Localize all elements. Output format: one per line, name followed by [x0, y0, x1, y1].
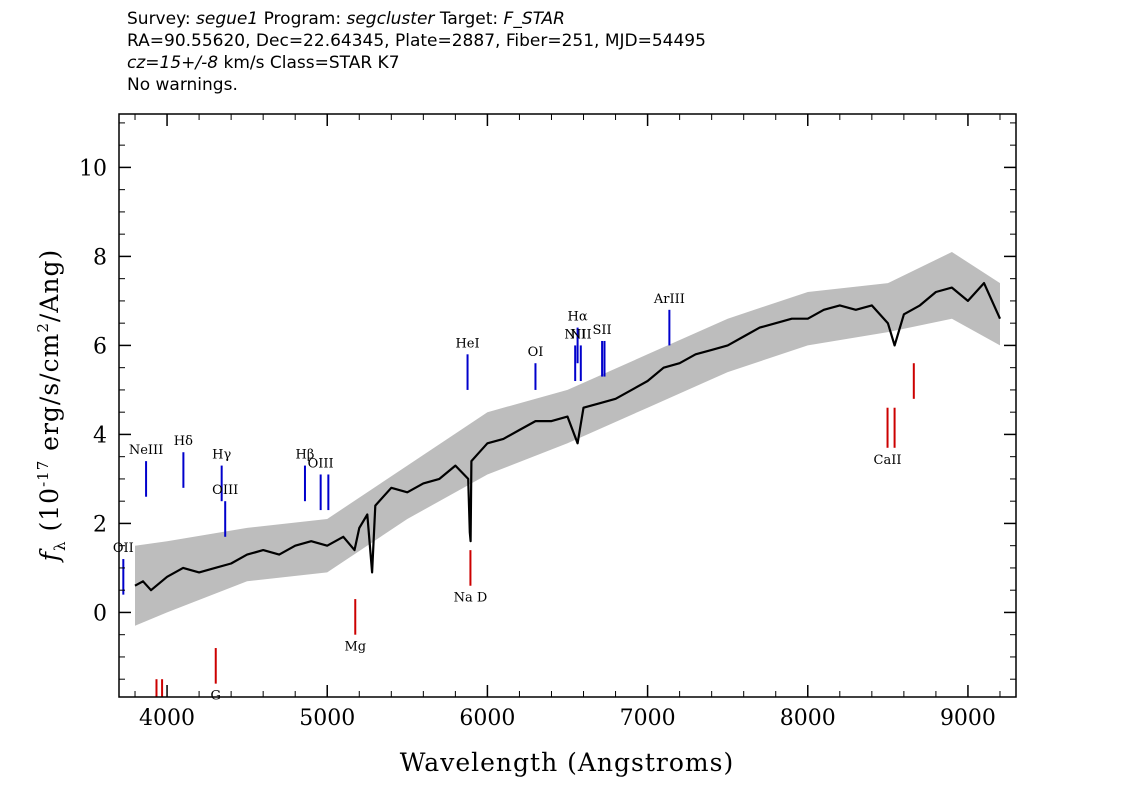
- y-axis-symbol: f: [35, 548, 64, 563]
- y-axis-exponent: -17: [34, 460, 52, 487]
- program-label: Program:: [263, 9, 342, 29]
- header-line-warnings: No warnings.: [127, 75, 238, 95]
- emission-line-label: OI: [528, 345, 544, 360]
- redshift-value: cz=15+/-8: [127, 53, 219, 73]
- absorption-line-label: Mg: [344, 640, 366, 655]
- y-tick-label: 6: [93, 334, 107, 359]
- x-tick-label: 9000: [940, 706, 996, 731]
- survey-label: Survey:: [127, 9, 191, 29]
- emission-line-label: Hβ: [296, 448, 315, 463]
- y-tick-label: 4: [93, 423, 107, 448]
- x-tick-label: 4000: [139, 706, 195, 731]
- y-axis-exponent-2: 2: [34, 322, 52, 333]
- y-axis-unit-a: (10: [35, 487, 64, 541]
- emission-line-label: OII: [113, 541, 134, 556]
- emission-line-label: ArIII: [653, 292, 685, 307]
- error-band: [135, 252, 1000, 626]
- target-value: F_STAR: [503, 9, 565, 29]
- x-tick-label: 7000: [620, 706, 676, 731]
- target-label: Target:: [439, 9, 499, 29]
- header-line-coordinates: RA=90.55620, Dec=22.64345, Plate=2887, F…: [127, 31, 706, 51]
- flux-layer: [134, 282, 1002, 592]
- header-line-redshift: cz=15+/-8 km/s Class=STAR K7: [127, 52, 706, 74]
- x-axis-label: Wavelength (Angstroms): [400, 748, 734, 777]
- y-axis-unit-b: erg/s/cm: [35, 333, 64, 460]
- program-value: segcluster: [346, 9, 435, 29]
- emission-line-label: Hγ: [212, 448, 231, 463]
- error-band-layer: [135, 252, 1000, 626]
- x-tick-label: 5000: [299, 706, 355, 731]
- x-tick-label: 8000: [780, 706, 836, 731]
- emission-line-label: HeI: [455, 336, 479, 351]
- emission-line-label: OIII: [212, 483, 238, 498]
- header-line-survey: Survey: segue1 Program: segcluster Targe…: [127, 8, 706, 30]
- axis-ticks-layer: 4000 5000 6000 7000 8000 9000 0 2 4 6 8 10: [79, 114, 1016, 731]
- x-tick-label: 6000: [459, 706, 515, 731]
- y-axis-label: fλ (10-17 erg/s/cm2/Ang): [34, 249, 69, 563]
- y-tick-label: 2: [93, 512, 107, 537]
- flux-line: [134, 282, 1002, 592]
- plot-frame: [118, 113, 1017, 698]
- emission-line-label: Hα: [568, 310, 588, 325]
- emission-line-label: NII: [570, 327, 592, 342]
- y-axis-subscript: λ: [51, 540, 69, 551]
- spectrum-header: Survey: segue1 Program: segcluster Targe…: [127, 8, 706, 96]
- y-axis-unit-c: /Ang): [35, 249, 64, 322]
- emission-line-label: SII: [593, 323, 612, 338]
- y-tick-label: 0: [93, 601, 107, 626]
- class-value: km/s Class=STAR K7: [223, 53, 400, 73]
- y-tick-label: 10: [79, 156, 107, 181]
- emission-line-label: OIII: [308, 456, 334, 471]
- absorption-line-label: Na D: [454, 591, 488, 606]
- survey-value: segue1: [196, 9, 259, 29]
- y-tick-label: 8: [93, 245, 107, 270]
- emission-line-label: NII: [564, 327, 586, 342]
- emission-line-label: NeIII: [129, 443, 163, 458]
- absorption-line-label: CaII: [874, 453, 902, 468]
- emission-line-label: Hδ: [174, 434, 193, 449]
- absorption-line-label: G: [211, 689, 221, 704]
